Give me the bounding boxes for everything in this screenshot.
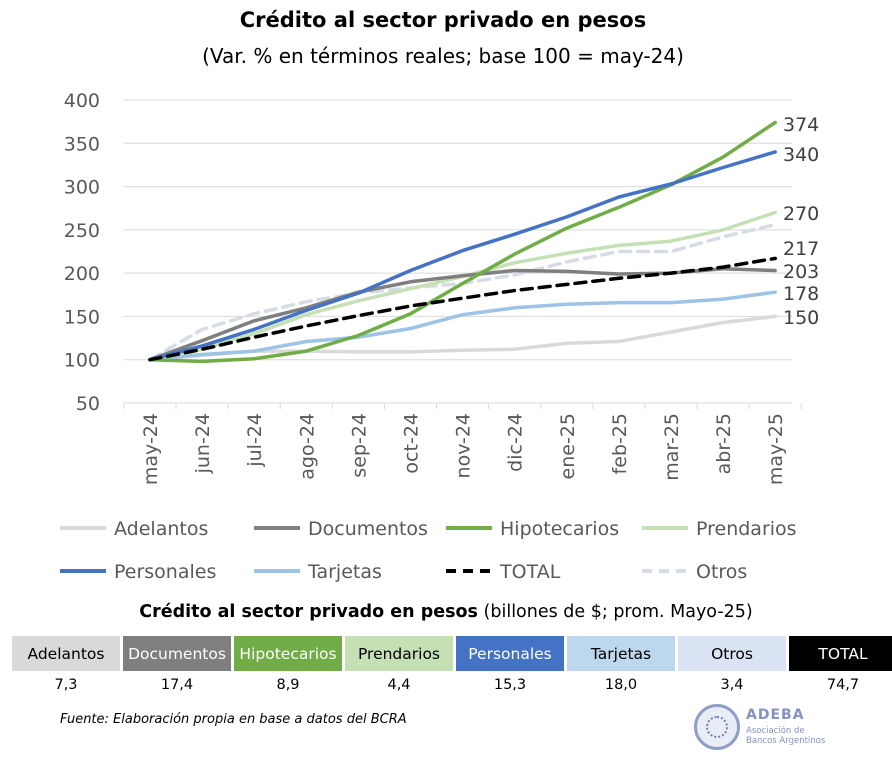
x-tick-label-abr-25: abr-25 (713, 413, 735, 474)
y-tick-label-50: 50 (76, 393, 100, 415)
end-label-total: 217 (783, 238, 819, 260)
line-chart: 50 100 150 200 250 300 350 400 may-24 jun-24 jul-2… (60, 90, 819, 583)
chart-subtitle: (Var. % en términos reales; base 100 = m… (202, 44, 684, 68)
table-header-personales: Personales (456, 636, 564, 671)
source-note: Fuente: Elaboración propia en base a dat… (60, 712, 407, 727)
y-tick-label-100: 100 (64, 350, 100, 372)
table-header-prendarios: Prendarios (345, 636, 453, 671)
table-header-total: TOTAL (789, 636, 892, 671)
end-label-hipotecarios: 374 (783, 114, 819, 136)
table-value-documentos: 17,4 (160, 677, 194, 693)
logo-sub-line-2: Bancos Argentinos (746, 736, 826, 746)
logo-subtitle: Asociación de Bancos Argentinos (746, 726, 825, 746)
adeba-seal-icon (694, 704, 740, 750)
end-label-adelantos: 150 (783, 307, 819, 329)
series-line-total (148, 256, 777, 362)
end-label-prendarios: 270 (783, 203, 819, 225)
x-tick-label-jul-24: jul-24 (244, 413, 266, 468)
table-value-personales: 15,3 (493, 677, 527, 693)
table-header-documentos: Documentos (123, 636, 231, 671)
x-tick-label-ago-24: ago-24 (296, 413, 318, 480)
table-title: Crédito al sector privado en pesos (bill… (0, 602, 892, 622)
series-line-personales (148, 150, 777, 362)
legend-label-total: TOTAL (499, 561, 561, 583)
legend-label-prendarios: Prendarios (696, 518, 797, 540)
logo-sub-line-1: Asociación de (746, 726, 805, 736)
table-header-hipotecarios: Hipotecarios (234, 636, 342, 671)
x-tick-label-may-25: may-25 (765, 413, 787, 485)
table-header-row: Adelantos Documentos Hipotecarios Prenda… (12, 636, 892, 671)
table-value-otros: 3,4 (720, 677, 744, 693)
y-tick-label-350: 350 (64, 133, 100, 155)
end-label-documentos: 203 (783, 261, 819, 283)
series-line-prendarios (148, 210, 777, 362)
x-tick-label-mar-25: mar-25 (661, 413, 683, 481)
x-tick-label-sep-24: sep-24 (348, 413, 370, 478)
y-tick-label-150: 150 (64, 306, 100, 328)
table-value-prendarios: 4,4 (387, 677, 411, 693)
x-tick-label-may-24: may-24 (140, 413, 162, 485)
chart-title: Crédito al sector privado en pesos (239, 8, 647, 32)
table-value-row: 7,3 17,4 8,9 4,4 15,3 18,0 3,4 74,7 (12, 677, 892, 693)
table-title-bold: Crédito al sector privado en pesos (139, 602, 478, 622)
legend-label-documentos: Documentos (308, 518, 428, 540)
table-value-adelantos: 7,3 (54, 677, 78, 693)
legend-label-otros: Otros (696, 561, 747, 583)
x-tick-label-ene-25: ene-25 (557, 413, 579, 479)
y-tick-label-300: 300 (64, 177, 100, 199)
table-value-tarjetas: 18,0 (604, 677, 638, 693)
end-label-personales: 340 (783, 144, 819, 166)
y-tick-label-200: 200 (64, 263, 100, 285)
table-header-tarjetas: Tarjetas (567, 636, 675, 671)
x-tick-label-dic-24: dic-24 (505, 413, 527, 472)
legend-label-adelantos: Adelantos (114, 518, 208, 540)
table-value-total: 74,7 (826, 677, 860, 693)
y-tick-label-250: 250 (64, 220, 100, 242)
x-tick-label-feb-25: feb-25 (609, 413, 631, 474)
y-tick-label-400: 400 (64, 90, 100, 112)
series-line-tarjetas (148, 290, 777, 362)
x-tick-label-nov-24: nov-24 (453, 413, 475, 478)
x-tick-label-jun-24: jun-24 (192, 413, 214, 474)
end-label-tarjetas: 178 (783, 283, 819, 305)
table-title-rest: (billones de $; prom. Mayo-25) (477, 602, 753, 622)
table-header-adelantos: Adelantos (12, 636, 120, 671)
table-value-hipotecarios: 8,9 (276, 677, 300, 693)
logo-name: ADEBA (746, 707, 805, 723)
adeba-logo: ADEBA Asociación de Bancos Argentinos (694, 704, 844, 756)
legend-label-tarjetas: Tarjetas (307, 561, 382, 583)
legend-label-personales: Personales (114, 561, 216, 583)
legend-label-hipotecarios: Hipotecarios (500, 518, 619, 540)
x-tick-label-oct-24: oct-24 (401, 413, 423, 474)
table-header-otros: Otros (678, 636, 786, 671)
